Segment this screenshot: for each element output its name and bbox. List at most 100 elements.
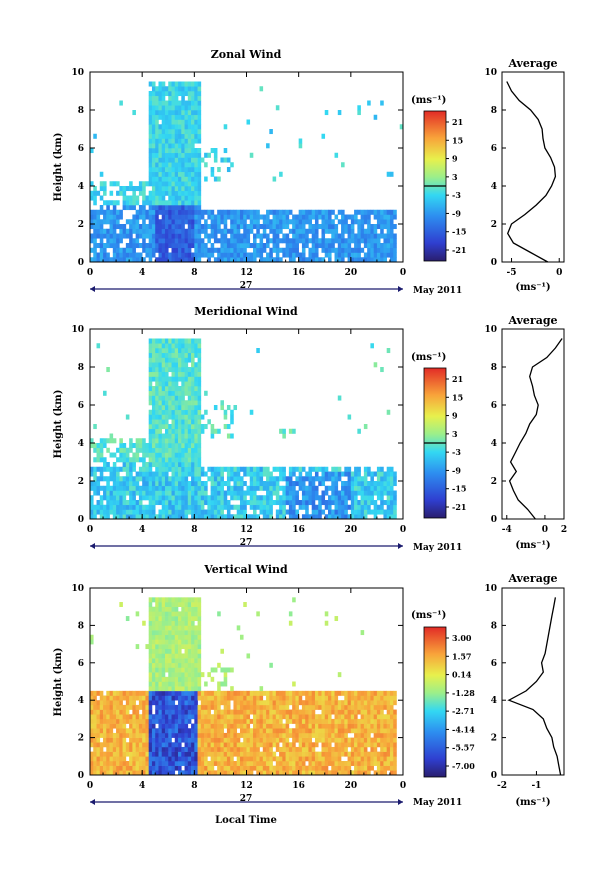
heatmap-cell	[354, 690, 358, 696]
heatmap-cell	[155, 367, 159, 373]
heatmap-cell	[324, 760, 329, 766]
heatmap-cell	[383, 219, 387, 225]
y-tick-label: 4	[78, 439, 84, 449]
heatmap-cell	[96, 742, 101, 748]
heatmap-cell	[363, 504, 368, 510]
heatmap-cell	[305, 209, 309, 215]
colorbar-tick-label: 3	[452, 429, 458, 439]
heatmap-cell	[106, 205, 110, 211]
heatmap-cell	[109, 760, 114, 766]
heatmap-cell	[164, 400, 169, 406]
heatmap-cell	[184, 362, 189, 368]
heatmap-cell	[178, 443, 182, 449]
heatmap-cell	[161, 667, 166, 673]
heatmap-cell	[305, 514, 309, 519]
heatmap-cell	[311, 490, 316, 496]
heatmap-cell	[305, 228, 309, 234]
heatmap-cell	[181, 419, 185, 425]
heatmap-cell	[158, 124, 163, 130]
heatmap-cell	[194, 386, 198, 392]
heatmap-cell	[99, 228, 104, 234]
heatmap-cell	[171, 357, 176, 363]
heatmap-cell	[158, 690, 163, 696]
heatmap-cell	[164, 466, 169, 472]
heatmap-cell	[191, 95, 195, 101]
colorbar-tick-label: 21	[452, 374, 463, 384]
heatmap-cell	[164, 424, 169, 430]
heatmap-cell	[282, 695, 286, 701]
heatmap-cell	[178, 746, 182, 752]
heatmap-cell	[191, 119, 195, 125]
heatmap-cell	[308, 495, 313, 501]
heatmap-cell	[226, 709, 231, 715]
heatmap-cell	[158, 209, 163, 215]
heatmap-cell	[357, 110, 361, 116]
heatmap-cell	[230, 756, 234, 762]
heatmap-cell	[285, 690, 290, 696]
heatmap-cell	[181, 760, 185, 766]
heatmap-cell	[135, 447, 140, 453]
heatmap-cell	[191, 704, 195, 710]
heatmap-cell	[220, 695, 224, 701]
heatmap-cell	[135, 723, 140, 729]
heatmap-cell	[171, 343, 176, 349]
heatmap-cell	[367, 700, 371, 706]
heatmap-cell	[171, 611, 176, 617]
heatmap-cell	[305, 504, 309, 510]
heatmap-cell	[230, 490, 234, 496]
heatmap-cell	[158, 86, 163, 92]
heatmap-cell	[164, 129, 169, 135]
heatmap-cell	[119, 233, 123, 239]
heatmap-cell	[347, 238, 352, 244]
heatmap-cell	[151, 658, 156, 664]
heatmap-cell	[226, 728, 231, 734]
heatmap-cell	[178, 457, 182, 463]
heatmap-cell	[168, 343, 172, 349]
heatmap-cell	[184, 367, 189, 373]
heatmap-cell	[122, 490, 127, 496]
heatmap-cell	[138, 742, 143, 748]
heatmap-cell	[187, 405, 192, 411]
heatmap-cell	[145, 466, 149, 472]
heatmap-cell	[337, 209, 342, 215]
heatmap-cell	[125, 714, 130, 720]
heatmap-cell	[347, 742, 352, 748]
heatmap-cell	[239, 760, 244, 766]
heatmap-cell	[389, 233, 394, 239]
heatmap-cell	[174, 602, 179, 607]
heatmap-cell	[331, 219, 335, 225]
heatmap-cell	[279, 509, 283, 515]
heatmap-cell	[148, 110, 153, 116]
heatmap-cell	[171, 400, 176, 406]
heatmap-cell	[99, 770, 104, 775]
heatmap-cell	[174, 357, 179, 363]
heatmap-cell	[155, 133, 159, 139]
heatmap-cell	[168, 466, 172, 472]
heatmap-cell	[318, 704, 322, 710]
heatmap-cell	[138, 509, 143, 515]
heatmap-cell	[236, 233, 241, 239]
profile-y-tick-label: 2	[491, 477, 497, 487]
heatmap-cell	[324, 471, 329, 477]
heatmap-cell	[314, 760, 319, 766]
heatmap-cell	[119, 509, 123, 515]
heatmap-cell	[187, 611, 192, 617]
heatmap-cell	[184, 648, 189, 654]
heatmap-cell	[148, 676, 153, 682]
heatmap-cell	[213, 514, 218, 519]
heatmap-cell	[96, 457, 101, 463]
heatmap-cell	[142, 447, 146, 453]
heatmap-cell	[122, 770, 127, 775]
heatmap-cell	[191, 100, 195, 106]
heatmap-cell	[155, 214, 159, 220]
heatmap-cell	[311, 742, 316, 748]
heatmap-cell	[178, 485, 182, 491]
heatmap-cell	[178, 338, 182, 344]
heatmap-cell	[112, 704, 117, 710]
heatmap-cell	[187, 338, 192, 344]
heatmap-cell	[376, 509, 381, 515]
heatmap-cell	[151, 247, 156, 253]
heatmap-cell	[363, 765, 368, 771]
heatmap-cell	[295, 765, 299, 771]
heatmap-cell	[129, 195, 133, 201]
